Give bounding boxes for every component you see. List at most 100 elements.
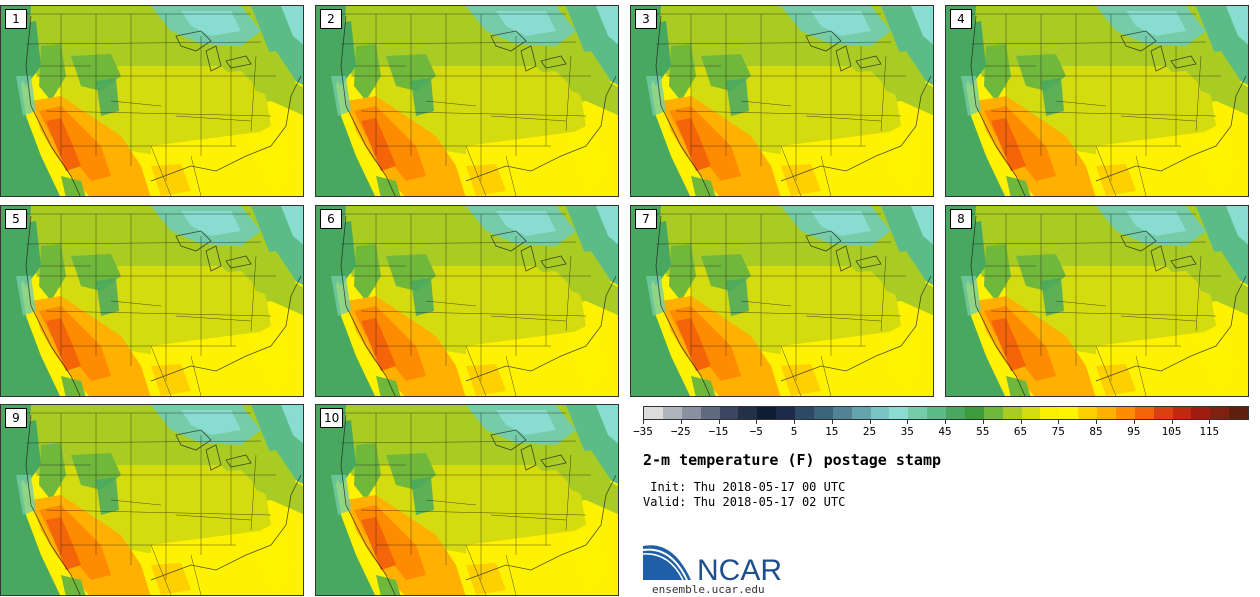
colorbar-tick-label: 65	[1013, 425, 1028, 438]
temperature-map	[1, 6, 303, 196]
colorbar-tick	[1096, 419, 1097, 424]
colorbar-cell	[851, 407, 871, 419]
map-panel-2: 2	[315, 5, 619, 197]
colorbar-tick	[1133, 419, 1135, 424]
colorbar-tick-label: 15	[825, 425, 839, 438]
colorbar-tick	[869, 419, 871, 424]
temperature-map	[946, 6, 1248, 196]
colorbar-tick-label: 115	[1199, 425, 1220, 438]
colorbar-tick	[1209, 419, 1211, 424]
colorbar-cell	[662, 407, 682, 419]
colorbar-cell	[1229, 407, 1248, 419]
map-panel-6: 6	[315, 205, 619, 397]
colorbar-cell	[927, 407, 946, 419]
temperature-colorbar	[643, 406, 1249, 420]
colorbar-cell	[1059, 407, 1079, 419]
colorbar-cell	[776, 407, 795, 419]
map-panel-9: 9	[0, 404, 304, 596]
colorbar-cell	[908, 407, 928, 419]
member-label: 8	[950, 209, 972, 229]
colorbar-tick	[1020, 419, 1022, 424]
colorbar-tick-label: −5	[749, 425, 763, 438]
colorbar-tick	[1058, 419, 1060, 424]
colorbar-cell	[832, 407, 852, 419]
ncar-logo: NCAR	[643, 545, 782, 584]
temperature-map	[1, 206, 303, 396]
temperature-map	[1, 405, 303, 595]
colorbar-cell	[964, 407, 984, 419]
colorbar-tick-label: 105	[1161, 425, 1182, 438]
colorbar-tick	[1171, 419, 1173, 424]
map-panel-1: 1	[0, 5, 304, 197]
colorbar-tick	[718, 419, 720, 424]
colorbar-tick-label: 45	[938, 425, 952, 438]
colorbar-tick-label: 85	[1089, 425, 1103, 438]
colorbar-cell	[757, 407, 777, 419]
logo-url: ensemble.ucar.edu	[652, 583, 765, 596]
colorbar-tick-label: 35	[900, 425, 914, 438]
colorbar-tick	[982, 419, 984, 424]
colorbar-cell	[1097, 407, 1116, 419]
temperature-map	[316, 405, 618, 595]
colorbar-cell	[681, 407, 701, 419]
map-panel-3: 3	[630, 5, 934, 197]
colorbar-tick	[945, 419, 946, 424]
colorbar-tick-label: 5	[790, 425, 798, 438]
colorbar-cell	[1021, 407, 1041, 419]
colorbar-cell	[813, 407, 833, 419]
colorbar-cell	[1191, 407, 1211, 419]
colorbar-tick	[831, 419, 833, 424]
member-label: 9	[5, 408, 27, 428]
valid-time: Valid: Thu 2018-05-17 02 UTC	[643, 495, 846, 509]
colorbar-cell	[644, 407, 663, 419]
colorbar-cell	[738, 407, 758, 419]
member-label: 4	[950, 9, 972, 29]
colorbar-tick-label: 25	[862, 425, 877, 438]
colorbar-tick-label: −25	[670, 425, 691, 438]
colorbar-cell	[795, 407, 814, 419]
ncar-logo-text: NCAR	[697, 554, 782, 584]
member-label: 2	[320, 9, 342, 29]
colorbar-cell	[1172, 407, 1192, 419]
member-label: 1	[5, 9, 27, 29]
temperature-map	[946, 206, 1248, 396]
map-panel-7: 7	[630, 205, 934, 397]
temperature-map	[631, 6, 933, 196]
member-label: 10	[320, 408, 344, 428]
colorbar-cell	[1210, 407, 1230, 419]
colorbar-tick-label: 75	[1051, 425, 1065, 438]
map-panel-8: 8	[945, 205, 1249, 397]
init-time: Init: Thu 2018-05-17 00 UTC	[643, 480, 846, 494]
member-label: 3	[635, 9, 657, 29]
member-label: 7	[635, 209, 657, 229]
colorbar-cell	[870, 407, 890, 419]
temperature-map	[316, 206, 618, 396]
colorbar-tick	[794, 419, 795, 424]
colorbar-tick	[907, 419, 909, 424]
colorbar-cell	[1115, 407, 1135, 419]
temperature-map	[631, 206, 933, 396]
temperature-map	[316, 6, 618, 196]
member-label: 6	[320, 209, 342, 229]
colorbar-cell	[1040, 407, 1060, 419]
colorbar-cell	[700, 407, 720, 419]
colorbar-tick	[680, 419, 682, 424]
colorbar-cell	[1078, 407, 1097, 419]
colorbar-cell	[1002, 407, 1022, 419]
colorbar-cell	[983, 407, 1003, 419]
colorbar-cell	[946, 407, 965, 419]
colorbar-cell	[719, 407, 739, 419]
member-label: 5	[5, 209, 27, 229]
map-panel-10: 10	[315, 404, 619, 596]
colorbar-tick-label: 55	[976, 425, 990, 438]
map-panel-5: 5	[0, 205, 304, 397]
colorbar-cell	[1134, 407, 1154, 419]
colorbar-tick-label: −15	[708, 425, 729, 438]
colorbar-tick-label: 95	[1127, 425, 1141, 438]
colorbar-tick-label: −35	[633, 425, 653, 438]
colorbar-cell	[1153, 407, 1173, 419]
colorbar-tick	[643, 419, 644, 424]
map-panel-4: 4	[945, 5, 1249, 197]
chart-title: 2-m temperature (F) postage stamp	[643, 451, 942, 469]
colorbar-cell	[889, 407, 909, 419]
